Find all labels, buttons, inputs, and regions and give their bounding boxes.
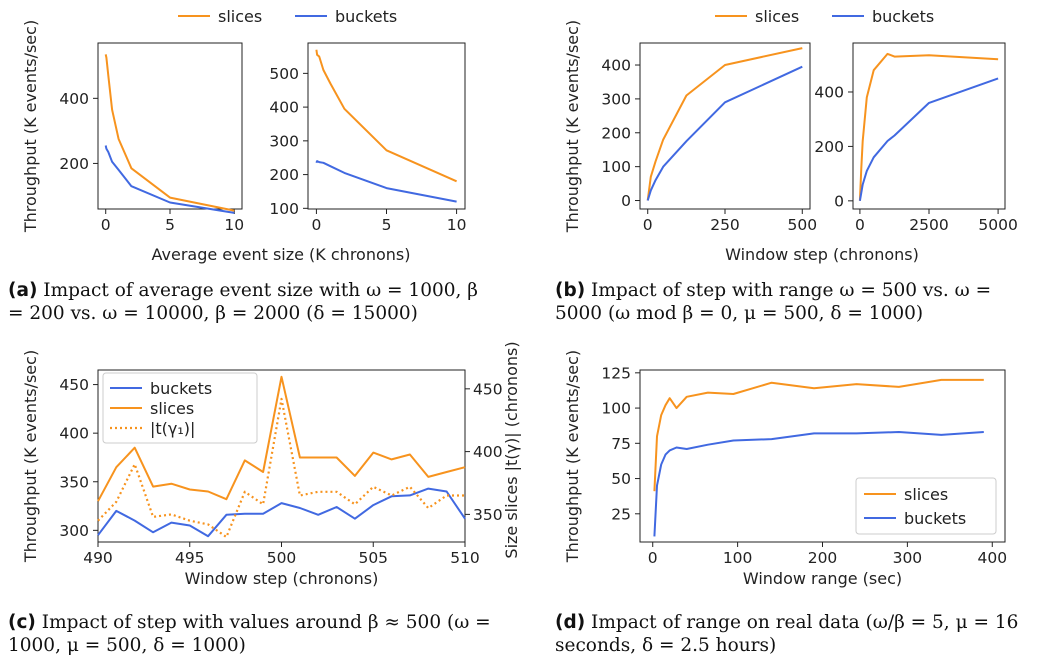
caption-d: (d) Impact of range on real data (ω/β = …: [555, 611, 1030, 657]
y2-tick-label-c: 450: [473, 380, 503, 398]
x-tick-label-a2: 5: [382, 216, 392, 234]
legend-d-slices-label: slices: [904, 485, 948, 504]
series-line-a2-buckets: [315, 160, 457, 203]
x-tick-label-d: 100: [723, 549, 753, 567]
y-tick-label-a2: 100: [269, 200, 299, 218]
x-tick-label-a2: 10: [447, 216, 467, 234]
x-tick-label-d: 300: [893, 549, 923, 567]
legend-c-slices-label: slices: [150, 399, 194, 418]
x-tick-label-c: 490: [83, 549, 113, 567]
legend-d-buckets-label: buckets: [904, 509, 966, 528]
x-tick-label-b1: 250: [710, 216, 740, 234]
series-line-d-slices: [653, 378, 984, 492]
legend-c-buckets-label: buckets: [150, 379, 212, 398]
y-tick-label-c: 450: [59, 376, 89, 394]
x-tick-label-b1: 0: [643, 216, 653, 234]
y-tick-label-d: 50: [611, 470, 631, 488]
series-line-a1-slices: [104, 54, 235, 212]
y-tick-label-a2: 500: [269, 65, 299, 83]
y-tick-label-b2: 0: [834, 192, 844, 210]
y2-axis-label-c: Size slices |t(γ)| (chronons): [502, 341, 521, 558]
y-tick-label-b1: 100: [601, 158, 631, 176]
caption-d-text: Impact of range on real data (ω/β = 5, μ…: [555, 612, 1019, 656]
y2-tick-label-c: 400: [473, 443, 503, 461]
caption-c-text: Impact of step with values around β ≈ 50…: [8, 612, 491, 656]
x-tick-label-b2: 5000: [978, 216, 1017, 234]
y-axis-label-b1: Throughput (K events/sec): [563, 20, 582, 233]
x-tick-label-a2: 0: [311, 216, 321, 234]
x-tick-label-b1: 500: [787, 216, 817, 234]
y-tick-label-b2: 200: [814, 138, 844, 156]
x-axis-label-b: Window step (chronons): [725, 245, 919, 264]
x-tick-label-d: 0: [648, 549, 658, 567]
x-tick-label-d: 200: [808, 549, 838, 567]
series-line-b2-slices: [858, 52, 999, 201]
caption-a: (a) Impact of average event size with ω …: [8, 279, 493, 325]
y-tick-label-b2: 400: [814, 83, 844, 101]
series-line-b2-buckets: [858, 77, 999, 201]
y-tick-label-c: 300: [59, 522, 89, 540]
caption-b: (b) Impact of step with range ω = 500 vs…: [555, 279, 1030, 325]
x-axis-label-d: Window range (sec): [743, 569, 902, 588]
y-tick-label-d: 25: [611, 505, 631, 523]
y-tick-label-a2: 200: [269, 166, 299, 184]
y-tick-label-d: 125: [601, 364, 631, 382]
x-tick-label-b2: 0: [855, 216, 865, 234]
series-line-b1-slices: [646, 47, 803, 201]
plot-frame-a2: [307, 42, 466, 210]
x-tick-label-a1: 10: [224, 216, 244, 234]
x-tick-label-b2: 2500: [909, 216, 948, 234]
plot-frame-a1: [97, 42, 243, 210]
legend-b-slices-label: slices: [755, 7, 799, 26]
x-tick-label-c: 510: [450, 549, 480, 567]
caption-b-text: Impact of step with range ω = 500 vs. ω …: [555, 280, 992, 324]
y-tick-label-b1: 400: [601, 57, 631, 75]
y-tick-label-c: 400: [59, 425, 89, 443]
x-tick-label-a1: 0: [101, 216, 111, 234]
series-line-c-tgamma: [97, 397, 465, 539]
y-tick-label-c: 350: [59, 473, 89, 491]
x-tick-label-c: 495: [175, 549, 205, 567]
caption-a-text: Impact of average event size with ω = 10…: [8, 280, 478, 324]
y-tick-label-d: 100: [601, 400, 631, 418]
legend-a-slices-label: slices: [218, 7, 262, 26]
series-line-a2-slices: [315, 49, 458, 183]
caption-b-label: (b): [555, 280, 586, 301]
y2-tick-label-c: 350: [473, 506, 503, 524]
x-tick-label-d: 400: [977, 549, 1007, 567]
y-axis-label-a1: Throughput (K events/sec): [21, 20, 40, 233]
y-axis-label-d: Throughput (K events/sec): [563, 350, 582, 563]
x-tick-label-c: 500: [267, 549, 297, 567]
series-line-c-buckets: [97, 487, 466, 538]
caption-d-label: (d): [555, 612, 586, 633]
x-tick-label-a1: 5: [165, 216, 175, 234]
y-tick-label-a2: 300: [269, 132, 299, 150]
y-tick-label-a1: 200: [59, 155, 89, 173]
y-tick-label-b1: 300: [601, 90, 631, 108]
y-tick-label-a1: 400: [59, 90, 89, 108]
x-axis-label-a: Average event size (K chronons): [152, 245, 411, 264]
legend-c-box: [102, 372, 258, 444]
legend-d-box: [855, 477, 997, 535]
y-tick-label-b1: 0: [621, 192, 631, 210]
x-axis-label-c: Window step (chronons): [185, 569, 379, 588]
series-line-b1-buckets: [646, 65, 803, 201]
y-tick-label-b1: 200: [601, 124, 631, 142]
caption-c: (c) Impact of step with values around β …: [8, 611, 493, 657]
y-tick-label-d: 75: [611, 435, 631, 453]
series-line-c-slices: [97, 375, 466, 502]
caption-a-label: (a): [8, 280, 38, 301]
legend-c-tgamma-label: |t(γ₁)|: [150, 419, 195, 438]
y-axis-label-c: Throughput (K events/sec): [21, 350, 40, 563]
plot-frame-b1: [639, 42, 811, 210]
y-tick-label-a2: 400: [269, 99, 299, 117]
series-line-d-buckets: [653, 431, 984, 537]
legend-a-buckets-label: buckets: [335, 7, 397, 26]
legend-b-buckets-label: buckets: [872, 7, 934, 26]
x-tick-label-c: 505: [358, 549, 388, 567]
series-line-a1-buckets: [104, 145, 235, 214]
caption-c-label: (c): [8, 612, 36, 633]
